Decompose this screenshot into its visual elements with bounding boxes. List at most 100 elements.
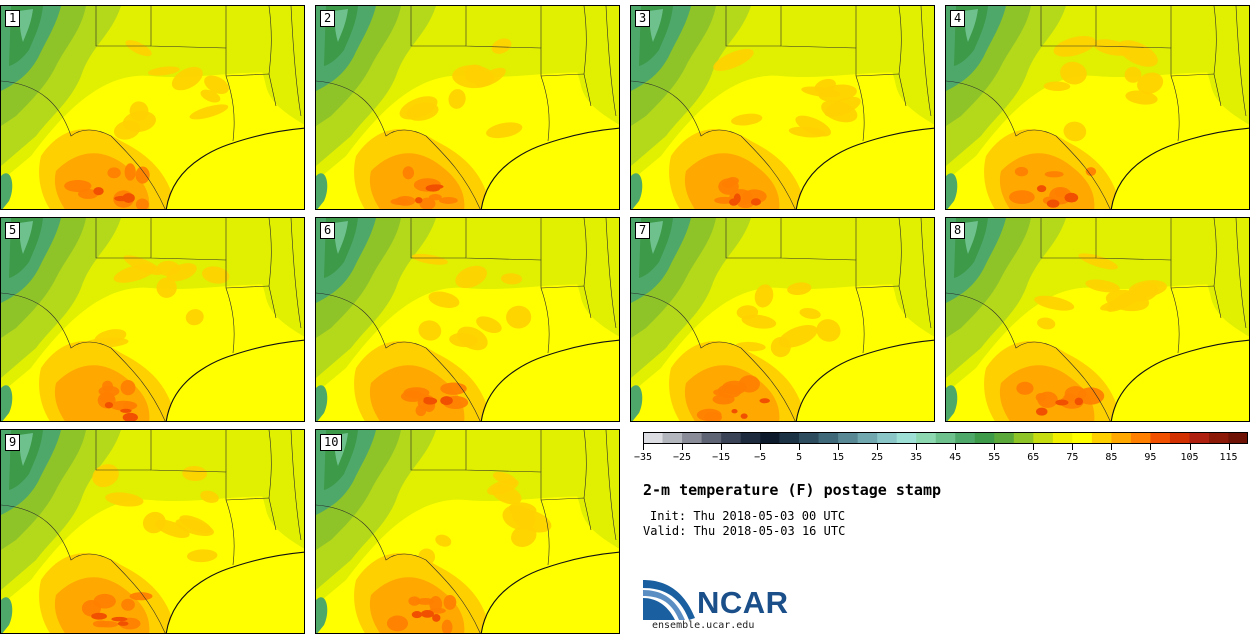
member-map-4: 4 [945, 5, 1250, 210]
temperature-field [1, 218, 304, 421]
colorbar-segment [896, 432, 917, 444]
colorbar-segment [1189, 432, 1210, 444]
valid-time: Valid: Thu 2018-05-03 16 UTC [643, 524, 846, 538]
member-map-3: 3 [630, 5, 935, 210]
member-map-2: 2 [315, 5, 620, 210]
colorbar-tick-mark [1150, 444, 1152, 450]
member-map-9: 9 [0, 429, 305, 634]
colorbar-segment [1169, 432, 1190, 444]
chart-title: 2-m temperature (F) postage stamp [643, 481, 942, 499]
colorbar-tick-label: 45 [949, 452, 962, 463]
colorbar-tick-mark [1072, 444, 1074, 450]
colorbar-segment [1150, 432, 1171, 444]
member-label-7: 7 [635, 222, 651, 239]
colorbar-tick-mark [721, 444, 723, 450]
colorbar-segment [1091, 432, 1112, 444]
colorbar-tick-label: −35 [633, 452, 653, 463]
colorbar-tick-mark [799, 444, 801, 450]
colorbar-segment [779, 432, 800, 444]
colorbar-tick-label: 75 [1066, 452, 1079, 463]
member-map-5: 5 [0, 217, 305, 422]
colorbar-tick-label: 115 [1219, 452, 1238, 463]
colorbar-segment [1208, 432, 1229, 444]
colorbar-tick-label: 25 [871, 452, 884, 463]
colorbar-tick-label: 15 [832, 452, 845, 463]
colorbar-segment [838, 432, 858, 444]
colorbar-tick-mark [877, 444, 879, 450]
colorbar-tick-mark [1033, 444, 1035, 450]
colorbar-segment [799, 432, 819, 444]
colorbar-tick-label: 65 [1027, 452, 1040, 463]
colorbar-tick-mark [1111, 444, 1113, 450]
colorbar-tick-label: 85 [1105, 452, 1118, 463]
member-map-6: 6 [315, 217, 620, 422]
temperature-field [946, 218, 1249, 421]
temperature-field [946, 6, 1249, 209]
colorbar-segment [740, 432, 761, 444]
colorbar-segment [916, 432, 937, 444]
colorbar-segment [857, 432, 878, 444]
ncar-logo-text: NCAR [697, 585, 789, 620]
temperature-field [631, 6, 934, 209]
colorbar-segment [818, 432, 839, 444]
member-label-9: 9 [5, 434, 21, 451]
colorbar-segment [877, 432, 898, 444]
colorbar-frame [643, 432, 1248, 444]
member-label-3: 3 [635, 10, 651, 27]
temperature-colorbar [643, 432, 1248, 444]
colorbar-segment [1033, 432, 1054, 444]
colorbar-tick-mark [916, 444, 918, 450]
init-time: Init: Thu 2018-05-03 00 UTC [650, 509, 846, 523]
colorbar-tick-mark [682, 444, 683, 450]
member-label-4: 4 [950, 10, 966, 27]
colorbar-segment [1111, 432, 1132, 444]
temperature-field [316, 6, 619, 209]
colorbar-tick-label: −5 [754, 452, 767, 463]
temperature-field [631, 218, 934, 421]
colorbar-segment [1228, 432, 1248, 444]
colorbar-tick-label: 55 [988, 452, 1001, 463]
colorbar-tick-label: −15 [712, 452, 731, 463]
colorbar-segment [721, 432, 741, 444]
colorbar-segment [1013, 432, 1034, 444]
member-map-7: 7 [630, 217, 935, 422]
colorbar-segment [662, 432, 683, 444]
member-label-6: 6 [320, 222, 336, 239]
colorbar-ticks: −35 −25 −15 −5 5 15 25 35 45 55 65 75 85 95 105 115 [634, 444, 1248, 466]
colorbar-tick-label: 105 [1180, 452, 1199, 463]
colorbar-segment [701, 432, 722, 444]
member-label-5: 5 [5, 222, 21, 239]
colorbar-segment [1072, 432, 1093, 444]
colorbar-tick-mark [1228, 444, 1230, 450]
member-label-8: 8 [950, 222, 966, 239]
colorbar-tick-mark [760, 444, 762, 450]
ncar-logo-icon [643, 580, 695, 620]
colorbar-tick-mark [643, 444, 644, 450]
colorbar-tick-mark [1189, 444, 1191, 450]
colorbar-tick-mark [955, 444, 957, 450]
temperature-field [316, 218, 619, 421]
member-map-1: 1 [0, 5, 305, 210]
colorbar-segment [994, 432, 1015, 444]
member-label-2: 2 [320, 10, 336, 27]
colorbar-segment [935, 432, 956, 444]
colorbar-segment [682, 432, 702, 444]
colorbar-tick-label: −25 [672, 452, 692, 463]
temperature-field [1, 430, 304, 633]
colorbar-tick-label: 95 [1144, 452, 1157, 463]
colorbar-segment [643, 432, 663, 444]
member-map-10: 10 [315, 429, 620, 634]
colorbar-tick-label: 5 [796, 452, 803, 463]
colorbar-segment [1130, 432, 1151, 444]
colorbar-segment [955, 432, 976, 444]
colorbar-segment [1052, 432, 1073, 444]
colorbar-segment [974, 432, 995, 444]
ensemble-url: ensemble.ucar.edu [652, 620, 755, 631]
colorbar-tick-label: 35 [910, 452, 923, 463]
colorbar-segment [760, 432, 780, 444]
colorbar-tick-mark [994, 444, 996, 450]
member-map-8: 8 [945, 217, 1250, 422]
member-label-1: 1 [5, 10, 21, 27]
member-label-10: 10 [320, 434, 343, 451]
temperature-field [316, 430, 619, 633]
